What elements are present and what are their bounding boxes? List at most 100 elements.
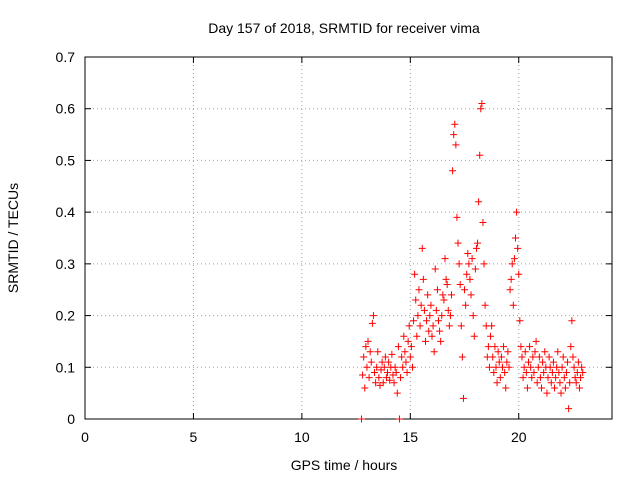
- data-point: [497, 353, 505, 361]
- data-point: [413, 332, 421, 340]
- data-point: [569, 353, 577, 361]
- data-point: [579, 368, 587, 376]
- data-point: [399, 363, 407, 371]
- data-point: [410, 317, 418, 325]
- data-point: [518, 353, 526, 361]
- data-point: [412, 296, 420, 304]
- data-point: [541, 348, 549, 356]
- y-tick-label: 0.4: [56, 204, 76, 220]
- data-point: [444, 306, 452, 314]
- data-point: [437, 337, 445, 345]
- data-point: [519, 374, 527, 382]
- data-point: [529, 353, 537, 361]
- data-point: [379, 379, 387, 387]
- data-point: [373, 363, 381, 371]
- data-point: [547, 379, 555, 387]
- data-point: [441, 255, 449, 263]
- data-point: [500, 343, 508, 351]
- data-point: [417, 301, 425, 309]
- data-point: [562, 368, 570, 376]
- data-point: [544, 374, 552, 382]
- data-point: [462, 301, 470, 309]
- data-point: [509, 301, 517, 309]
- y-tick-label: 0.5: [56, 152, 76, 168]
- data-point: [428, 332, 436, 340]
- data-point: [405, 322, 413, 330]
- data-point: [489, 353, 497, 361]
- data-point: [530, 368, 538, 376]
- data-point: [552, 374, 560, 382]
- data-point: [372, 379, 380, 387]
- data-point: [505, 363, 513, 371]
- data-point: [538, 384, 546, 392]
- data-point: [431, 265, 439, 273]
- data-point: [455, 260, 463, 268]
- data-point: [416, 322, 424, 330]
- data-point: [561, 384, 569, 392]
- data-point: [404, 337, 412, 345]
- data-point: [559, 353, 567, 361]
- data-point: [488, 322, 496, 330]
- data-point: [539, 358, 547, 366]
- data-point: [528, 374, 536, 382]
- data-point: [501, 368, 509, 376]
- data-point: [564, 358, 572, 366]
- data-point: [549, 358, 557, 366]
- data-point: [503, 358, 511, 366]
- data-point: [366, 348, 374, 356]
- data-point: [391, 363, 399, 371]
- data-point: [516, 317, 524, 325]
- data-point: [452, 141, 460, 149]
- data-point: [371, 368, 379, 376]
- plot-frame: [84, 56, 613, 420]
- data-point: [485, 363, 493, 371]
- x-tick-label: 20: [511, 429, 527, 445]
- data-point: [443, 281, 451, 289]
- data-point: [472, 244, 480, 252]
- data-point: [378, 358, 386, 366]
- data-point: [566, 379, 574, 387]
- data-point: [430, 348, 438, 356]
- data-point: [545, 353, 553, 361]
- y-tick-label: 0.2: [56, 308, 76, 324]
- data-point: [407, 343, 415, 351]
- data-point: [398, 353, 406, 361]
- data-point: [384, 368, 392, 376]
- data-point: [468, 255, 476, 263]
- data-point: [477, 105, 485, 113]
- data-point: [487, 332, 495, 340]
- data-point: [401, 348, 409, 356]
- data-point: [364, 337, 372, 345]
- data-points: [358, 100, 587, 423]
- data-point: [494, 348, 502, 356]
- data-point: [574, 358, 582, 366]
- data-point: [406, 353, 414, 361]
- data-point: [490, 368, 498, 376]
- data-point: [578, 363, 586, 371]
- x-axis-label: GPS time / hours: [291, 457, 398, 473]
- data-point: [508, 260, 516, 268]
- data-point: [414, 312, 422, 320]
- data-point: [479, 218, 487, 226]
- x-tick-label: 10: [294, 429, 310, 445]
- data-point: [533, 379, 541, 387]
- data-point: [440, 296, 448, 304]
- data-point: [367, 358, 375, 366]
- data-point: [568, 317, 576, 325]
- data-point: [423, 317, 431, 325]
- y-axis-label: SRMTID / TECUs: [5, 183, 21, 293]
- data-point: [380, 363, 388, 371]
- data-point: [420, 306, 428, 314]
- data-point: [400, 332, 408, 340]
- data-point: [448, 291, 456, 299]
- data-point: [408, 363, 416, 371]
- data-point: [556, 379, 564, 387]
- data-point: [368, 319, 376, 327]
- data-point: [481, 301, 489, 309]
- data-point: [381, 353, 389, 361]
- data-point: [450, 131, 458, 139]
- data-point: [525, 358, 533, 366]
- data-point: [546, 363, 554, 371]
- data-point: [470, 332, 478, 340]
